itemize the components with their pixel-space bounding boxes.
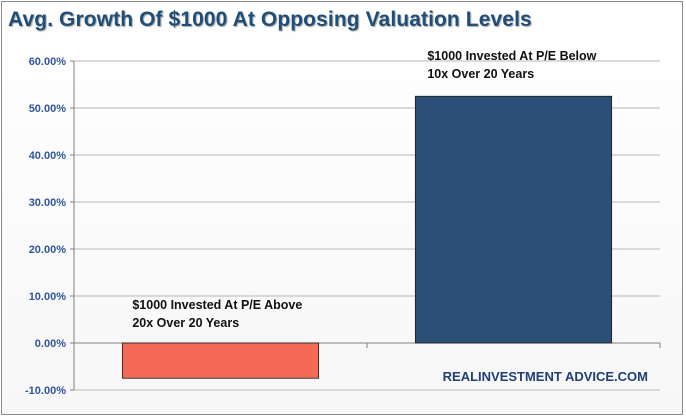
- y-tick-label: 50.00%: [29, 103, 67, 115]
- annotations: $1000 Invested At P/E Above 20x Over 20 Y…: [132, 49, 596, 330]
- y-tick-label: 10.00%: [29, 291, 67, 303]
- y-tick-label: 30.00%: [29, 197, 67, 209]
- bar-annotation: 20x Over 20 Years: [132, 316, 239, 330]
- bar-annotation: 10x Over 20 Years: [427, 67, 534, 81]
- chart-title: Avg. Growth Of $1000 At Opposing Valuati…: [8, 8, 532, 31]
- y-tick-label: 0.00%: [35, 338, 66, 350]
- bar-pe-above-20x: [121, 342, 320, 379]
- bar-pe-below-10x: [414, 95, 613, 344]
- y-tick-label: 20.00%: [29, 244, 67, 256]
- bars: [121, 95, 613, 379]
- bar-annotation: $1000 Invested At P/E Below: [427, 49, 596, 63]
- bar-annotation: $1000 Invested At P/E Above: [132, 298, 302, 312]
- y-tick-label: 40.00%: [29, 150, 67, 162]
- y-tick-label: -10.00%: [25, 385, 66, 397]
- watermark-text: REALINVESTMENT ADVICE.COM: [443, 369, 648, 384]
- y-tick-label: 60.00%: [29, 56, 67, 68]
